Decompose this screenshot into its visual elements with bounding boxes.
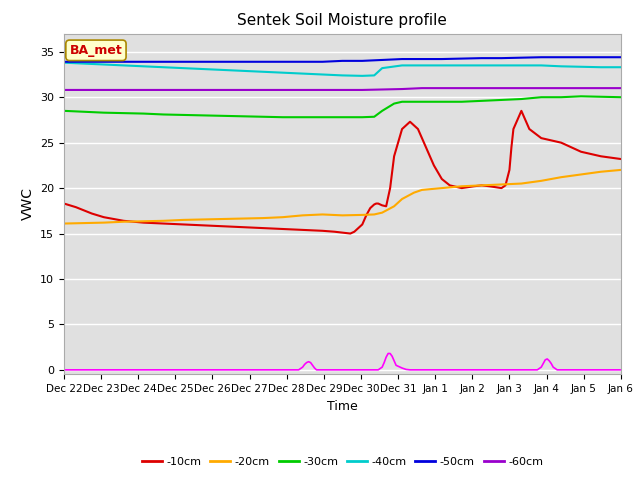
Title: Sentek Soil Moisture profile: Sentek Soil Moisture profile [237, 13, 447, 28]
Y-axis label: VWC: VWC [20, 188, 35, 220]
X-axis label: Time: Time [327, 400, 358, 413]
Text: BA_met: BA_met [70, 44, 122, 57]
